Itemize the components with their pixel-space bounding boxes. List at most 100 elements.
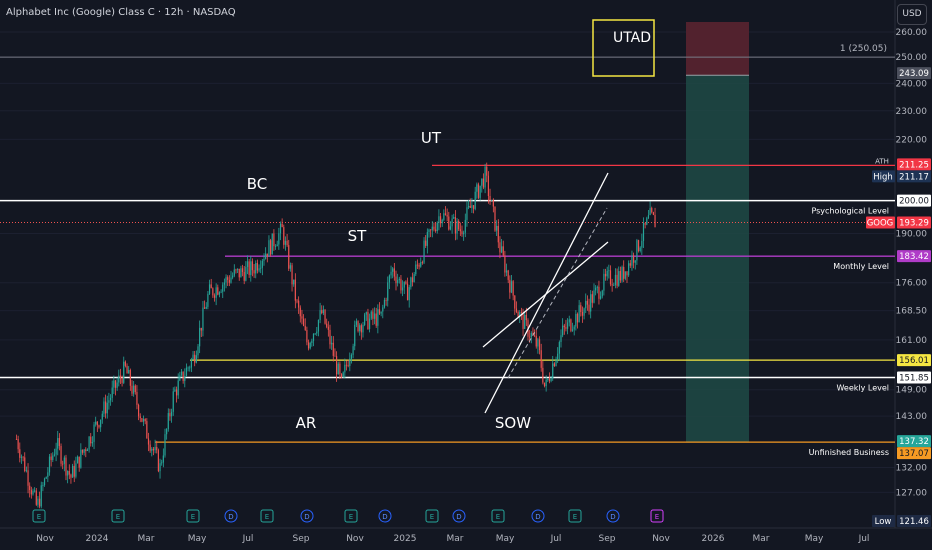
currency-button[interactable]: USD (897, 4, 927, 25)
candle (67, 470, 69, 476)
candle (591, 294, 593, 303)
candle (15, 438, 18, 440)
time-tick: 2026 (702, 534, 725, 544)
candle (58, 438, 60, 447)
annotation-ar: AR (296, 414, 317, 432)
candle (537, 339, 539, 347)
event-earnings[interactable] (425, 509, 439, 523)
candle (608, 270, 610, 272)
candle (499, 242, 501, 253)
candle (588, 304, 590, 312)
event-earnings[interactable] (491, 509, 505, 523)
time-tick: Jul (858, 534, 870, 544)
candle (68, 470, 70, 475)
event-earnings[interactable] (111, 509, 125, 523)
candle (52, 455, 54, 461)
candle (474, 191, 476, 209)
candle (383, 300, 386, 308)
channel-upper-mid[interactable] (482, 241, 609, 348)
price-tick: 168.50 (896, 307, 928, 317)
candle (472, 205, 475, 209)
candle (199, 327, 201, 347)
event-dividend[interactable] (378, 509, 392, 523)
candle (169, 413, 171, 417)
candle (349, 358, 351, 367)
event-dividend[interactable] (452, 509, 466, 523)
candle (611, 284, 613, 286)
level-label-0: Psychological Level (811, 207, 889, 216)
candle (78, 456, 80, 468)
candle (124, 361, 126, 366)
candle (553, 363, 555, 366)
candle (38, 498, 41, 507)
candle (200, 327, 202, 331)
time-tick: Sep (293, 534, 310, 544)
candle (60, 446, 62, 464)
candle (279, 223, 282, 234)
candle (309, 342, 311, 349)
channel-mid[interactable] (507, 207, 608, 379)
candle (529, 336, 531, 338)
candle (641, 240, 643, 248)
event-earnings[interactable] (650, 509, 664, 523)
candle (76, 456, 79, 464)
candle (520, 312, 522, 313)
candle (326, 323, 328, 327)
candle (261, 260, 263, 268)
candle (651, 208, 653, 213)
event-label: E (430, 513, 434, 521)
candle (453, 217, 455, 219)
candle (502, 246, 504, 256)
utad-box[interactable] (592, 19, 655, 77)
event-earnings[interactable] (344, 509, 358, 523)
price-tick: 149.00 (896, 386, 928, 396)
candle (317, 319, 320, 332)
candle (248, 261, 250, 275)
candle (286, 240, 288, 246)
event-earnings[interactable] (186, 509, 200, 523)
candle (34, 490, 36, 492)
candle (217, 287, 219, 295)
candle (573, 326, 575, 330)
candle (246, 261, 249, 267)
candle (390, 271, 392, 276)
event-earnings[interactable] (568, 509, 582, 523)
candle (497, 225, 499, 243)
candle (548, 378, 551, 382)
badge-200-bg (897, 194, 931, 207)
time-tick: Mar (753, 534, 770, 544)
candle (430, 229, 432, 231)
event-earnings[interactable] (260, 509, 274, 523)
candle (62, 463, 64, 465)
candle (141, 418, 143, 422)
candle (397, 280, 399, 284)
event-label: D (304, 513, 309, 521)
candle (614, 274, 617, 285)
candle (136, 391, 138, 405)
level-label-4: Unfinished Business (809, 448, 889, 457)
badge-ath-value-bg (897, 158, 931, 171)
event-earnings[interactable] (32, 509, 46, 523)
candle (420, 262, 422, 267)
candle (197, 346, 199, 356)
event-dividend[interactable] (606, 509, 620, 523)
candle (48, 456, 51, 473)
candle (195, 355, 197, 363)
candle (370, 311, 372, 319)
price-tick: 161.00 (896, 336, 928, 346)
candle (210, 284, 212, 289)
candle (543, 382, 546, 387)
event-dividend[interactable] (300, 509, 314, 523)
event-dividend[interactable] (224, 509, 238, 523)
target-zone[interactable] (686, 75, 749, 443)
event-dividend[interactable] (531, 509, 545, 523)
candle (212, 288, 214, 296)
candle (583, 308, 585, 316)
candle (233, 269, 235, 276)
badge-200: 200.00 (899, 197, 929, 207)
stop-zone[interactable] (686, 22, 749, 76)
candle (113, 380, 115, 388)
candle (393, 268, 395, 277)
candle (256, 263, 258, 271)
